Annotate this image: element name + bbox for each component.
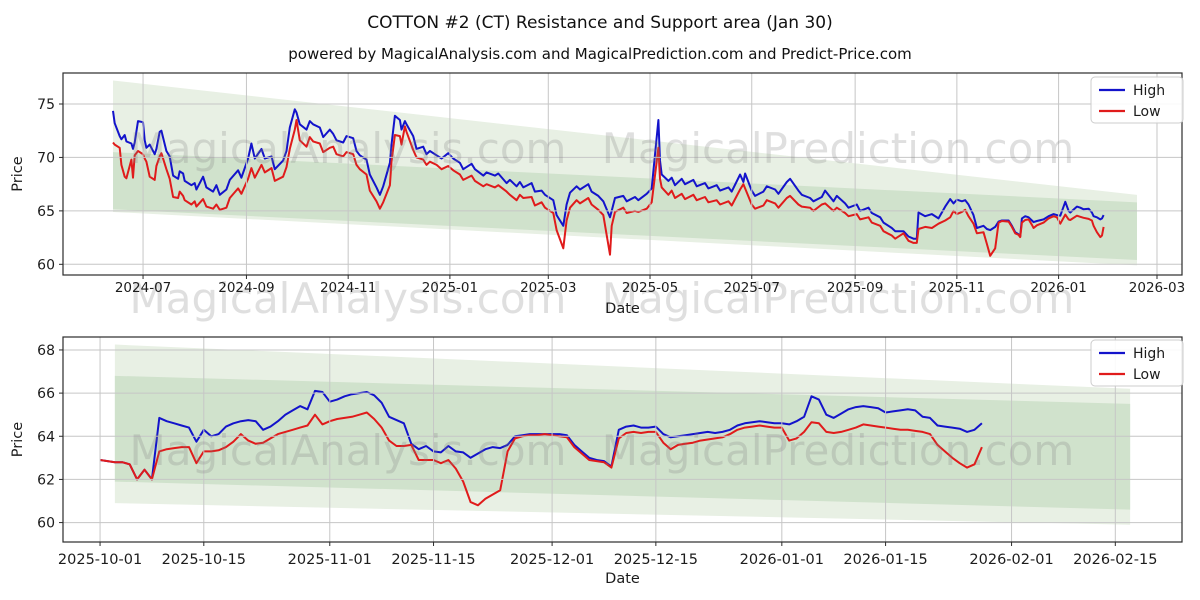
- subplot-recent-zoom: MagicalAnalysis.com MagicalPrediction.com…: [10, 336, 1184, 587]
- watermark-magicalanalysis: MagicalAnalysis.com: [130, 124, 567, 173]
- x-tick-label: 2026-02-15: [1073, 552, 1157, 568]
- watermark-magicalprediction: MagicalPrediction.com: [602, 274, 1075, 323]
- y-tick-label: 60: [37, 516, 55, 532]
- plot-area: [112, 80, 1137, 266]
- resistance-support-inner-band: [113, 152, 1137, 261]
- y-tick-label: 64: [37, 429, 55, 445]
- chart-title: COTTON #2 (CT) Resistance and Support ar…: [367, 13, 833, 33]
- axes-frame: [62, 72, 1183, 276]
- y-tick-label: 65: [37, 204, 55, 220]
- low-line: [112, 119, 1105, 257]
- x-tick-label: 2025-09: [827, 280, 883, 296]
- y-tick-label: 75: [37, 97, 55, 113]
- x-tick-label: 2025-11-01: [288, 552, 372, 568]
- y-tick-label: 66: [37, 386, 55, 402]
- y-tick-label: 70: [37, 150, 55, 166]
- watermark-magicalprediction: MagicalPrediction.com: [602, 426, 1075, 475]
- x-tick-label: 2024-09: [218, 280, 274, 296]
- y-tick-label: 60: [37, 257, 55, 273]
- legend-low-label: Low: [1133, 104, 1161, 120]
- x-tick-label: 2024-07: [115, 280, 171, 296]
- x-tick-label: 2026-01: [1030, 280, 1086, 296]
- legend-low-label: Low: [1133, 367, 1161, 383]
- legend-high-label: High: [1133, 346, 1165, 362]
- tick-labels: 2024-07 2024-09 2024-11 2025-01 2025-03 2025-…: [37, 97, 1185, 296]
- axes-frame: [62, 336, 1183, 543]
- tick-labels: 2025-10-01 2025-10-15 2025-11-01 2025-11-15…: [37, 343, 1157, 568]
- y-tick-label: 62: [37, 472, 55, 488]
- y-axis-label: Price: [10, 156, 26, 191]
- resistance-support-inner-band: [114, 375, 1131, 510]
- x-tick-label: 2025-12-01: [510, 552, 594, 568]
- x-tick-label: 2026-01-15: [843, 552, 927, 568]
- x-axis-label: Date: [605, 301, 640, 317]
- x-tick-label: 2024-11: [320, 280, 376, 296]
- x-tick-label: 2025-11: [929, 280, 985, 296]
- x-tick-label: 2025-12-15: [614, 552, 698, 568]
- legend: High Low: [1090, 76, 1184, 124]
- watermark-magicalprediction: MagicalPrediction.com: [602, 124, 1075, 173]
- x-tick-label: 2025-11-15: [391, 552, 475, 568]
- grid: [63, 73, 1182, 275]
- legend-high-label: High: [1133, 83, 1165, 99]
- low-line: [99, 411, 983, 507]
- x-tick-label: 2025-10-01: [58, 552, 142, 568]
- subplot-full-history: MagicalAnalysis.com MagicalPrediction.com…: [10, 72, 1185, 317]
- chart-subtitle: powered by MagicalAnalysis.com and Magic…: [288, 45, 912, 63]
- high-line: [112, 108, 1105, 240]
- legend: High Low: [1090, 339, 1184, 387]
- x-tick-label: 2025-03: [520, 280, 576, 296]
- x-tick-label: 2025-10-15: [162, 552, 246, 568]
- x-tick-label: 2026-03: [1129, 280, 1185, 296]
- x-tick-label: 2026-01-01: [740, 552, 824, 568]
- watermark-magicalanalysis: MagicalAnalysis.com: [130, 426, 567, 475]
- x-tick-label: 2025-05: [622, 280, 678, 296]
- x-axis-label: Date: [605, 571, 640, 587]
- y-tick-label: 68: [37, 343, 55, 359]
- x-tick-label: 2025-01: [422, 280, 478, 296]
- grid: [63, 337, 1182, 542]
- x-tick-label: 2026-02-01: [969, 552, 1053, 568]
- y-axis-label: Price: [10, 422, 26, 457]
- x-tick-label: 2025-07: [724, 280, 780, 296]
- watermark-magicalanalysis: MagicalAnalysis.com: [130, 274, 567, 323]
